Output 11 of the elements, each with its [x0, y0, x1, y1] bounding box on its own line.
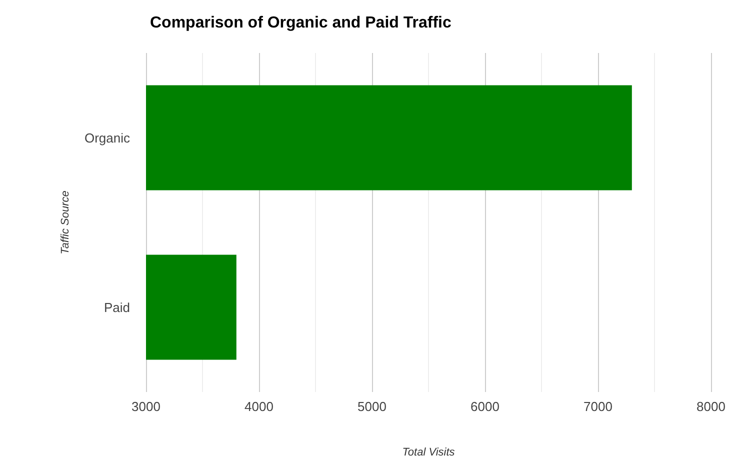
y-axis-title: Taffic Source	[60, 190, 72, 254]
x-tick-label: 5000	[358, 399, 386, 414]
x-tick-label: 4000	[244, 399, 274, 414]
y-tick-label: Paid	[104, 300, 130, 315]
chart-title: Comparison of Organic and Paid Traffic	[150, 14, 452, 32]
x-axis-title: Total Visits	[402, 446, 456, 458]
x-tick-label: 7000	[584, 399, 612, 414]
x-tick-label: 3000	[132, 399, 160, 414]
x-tick-label: 6000	[470, 399, 500, 414]
x-tick-label: 8000	[696, 399, 726, 414]
y-tick-label: Organic	[84, 130, 130, 146]
